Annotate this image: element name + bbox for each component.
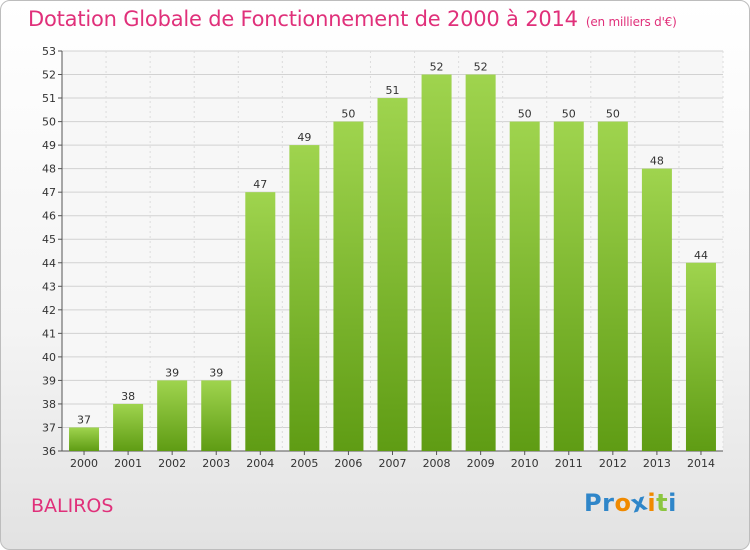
chart-title-text: Dotation Globale de Fonctionnement de 20… xyxy=(28,7,578,31)
y-tick-label: 45 xyxy=(42,233,56,246)
chart-title: Dotation Globale de Fonctionnement de 20… xyxy=(28,7,677,31)
x-tick-label: 2001 xyxy=(114,457,142,470)
data-label: 51 xyxy=(386,84,400,97)
bar xyxy=(685,262,716,451)
y-tick-label: 53 xyxy=(42,45,56,58)
data-label: 50 xyxy=(562,108,576,121)
bar xyxy=(201,380,232,451)
y-tick-label: 44 xyxy=(42,257,56,270)
logo-letter: r xyxy=(602,489,615,517)
y-tick-label: 49 xyxy=(42,139,56,152)
x-tick-label: 2009 xyxy=(467,457,495,470)
y-tick-label: 37 xyxy=(42,421,56,434)
bar xyxy=(641,168,672,451)
x-tick-label: 2003 xyxy=(202,457,230,470)
logo-letter: P xyxy=(584,489,603,517)
logo-letter: o xyxy=(614,489,632,517)
y-tick-label: 50 xyxy=(42,116,56,129)
y-tick-label: 40 xyxy=(42,351,56,364)
bar xyxy=(245,192,276,452)
logo-letter: i xyxy=(647,489,657,517)
x-tick-label: 2011 xyxy=(555,457,583,470)
x-tick-label: 2006 xyxy=(334,457,362,470)
chart-subtitle: (en milliers d'€) xyxy=(585,15,677,29)
logo-letter: t xyxy=(656,489,669,517)
x-tick-label: 2013 xyxy=(643,457,671,470)
bar xyxy=(113,403,144,451)
bar xyxy=(377,98,408,451)
bar xyxy=(597,121,628,452)
y-tick-label: 36 xyxy=(42,445,56,458)
x-tick-label: 2000 xyxy=(70,457,98,470)
x-tick-label: 2004 xyxy=(246,457,274,470)
y-tick-label: 52 xyxy=(42,69,56,82)
y-tick-label: 38 xyxy=(42,398,56,411)
bar xyxy=(69,427,100,451)
data-label: 50 xyxy=(606,108,620,121)
bar xyxy=(553,121,584,452)
data-label: 37 xyxy=(77,413,91,426)
data-label: 44 xyxy=(694,249,708,262)
y-tick-label: 46 xyxy=(42,210,56,223)
data-label: 52 xyxy=(430,61,444,74)
bar xyxy=(509,121,540,452)
data-label: 39 xyxy=(209,366,223,379)
logo-letter: i xyxy=(668,489,677,517)
x-tick-label: 2012 xyxy=(599,457,627,470)
bar xyxy=(157,380,188,451)
data-label: 52 xyxy=(474,61,488,74)
y-tick-label: 42 xyxy=(42,304,56,317)
bar xyxy=(333,121,364,452)
x-tick-label: 2010 xyxy=(511,457,539,470)
x-tick-label: 2005 xyxy=(290,457,318,470)
labels: 36 37 38 39 40 41 42 43 44 45 46 47 48 49 50 51 52 53 37 20… xyxy=(42,45,715,470)
commune-name: BALIROS xyxy=(31,495,114,517)
y-tick-label: 43 xyxy=(42,280,56,293)
proxiti-logo: Proxiti xyxy=(584,487,677,518)
data-label: 47 xyxy=(253,178,267,191)
y-tick-label: 39 xyxy=(42,374,56,387)
bars xyxy=(69,74,716,452)
y-tick-label: 48 xyxy=(42,163,56,176)
data-label: 50 xyxy=(518,108,532,121)
data-label: 50 xyxy=(341,108,355,121)
y-tick-label: 41 xyxy=(42,327,56,340)
bar xyxy=(465,74,496,451)
data-label: 38 xyxy=(121,390,135,403)
data-label: 48 xyxy=(650,155,664,168)
x-tick-label: 2008 xyxy=(423,457,451,470)
x-tick-label: 2014 xyxy=(687,457,715,470)
x-tick-label: 2002 xyxy=(158,457,186,470)
bar xyxy=(289,145,320,451)
data-label: 39 xyxy=(165,366,179,379)
y-tick-label: 47 xyxy=(42,186,56,199)
data-label: 49 xyxy=(297,131,311,144)
x-tick-label: 2007 xyxy=(379,457,407,470)
y-tick-label: 51 xyxy=(42,92,56,105)
bar xyxy=(421,74,452,451)
